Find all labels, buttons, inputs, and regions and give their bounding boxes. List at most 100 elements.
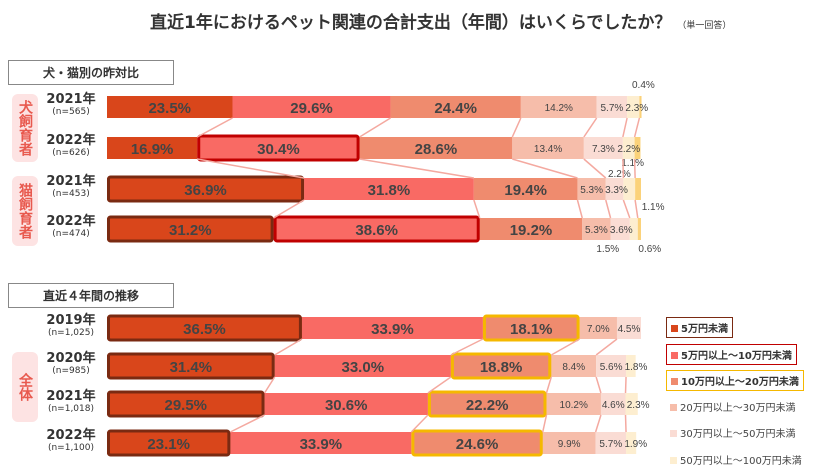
data-label: 29.5% [164, 397, 207, 414]
row-label: 2022年 (n=474) [40, 214, 102, 240]
data-label: 1.1% [642, 202, 665, 213]
bar-segment [600, 393, 626, 415]
highlight-box [273, 215, 480, 243]
connector-line [196, 117, 233, 138]
sample-size: (n=985) [52, 366, 90, 376]
legend-item: 10万円以上～20万円未満 [666, 370, 804, 391]
highlight-box [107, 429, 231, 457]
data-label: 19.2% [510, 222, 553, 239]
bar-segment [230, 432, 412, 454]
legend-swatch [670, 403, 677, 411]
bar-segment [629, 218, 638, 240]
highlight-box [450, 352, 552, 380]
data-label: 1.1% [621, 158, 644, 169]
connector-line [583, 158, 607, 179]
data-label: 18.8% [480, 359, 523, 376]
bar-segment [482, 317, 580, 339]
legend-swatch [671, 325, 678, 332]
data-label: 13.4% [534, 144, 562, 155]
data-label: 4.5% [618, 324, 641, 335]
connector-line [624, 414, 627, 433]
data-label: 7.3% [592, 144, 615, 155]
sample-size: (n=565) [52, 107, 90, 117]
legend-item: 20万円以上～30万円未満 [666, 397, 799, 416]
row-label: 2020年 (n=985) [40, 352, 102, 377]
data-label: 10.2% [560, 400, 588, 411]
bar-segment [359, 137, 513, 159]
connector-line [274, 338, 303, 356]
bar-segment [450, 355, 552, 377]
sample-size: (n=1,018) [47, 404, 95, 414]
connector-line [595, 376, 602, 394]
bar-segment [635, 178, 641, 200]
bar-segment [107, 137, 198, 159]
bar-segment [583, 137, 623, 159]
section-label-bottom: 直近４年間の推移 [8, 283, 174, 308]
highlight-box [411, 429, 543, 457]
title-text: 直近1年におけるペット関連の合計支出（年間）はいくらでしたか？ [150, 13, 672, 33]
legend-swatch [671, 378, 678, 385]
data-label: 23.5% [148, 100, 191, 117]
bar-segment [390, 96, 521, 118]
data-label: 0.6% [638, 244, 661, 255]
highlight-box [107, 314, 302, 342]
legend-label: 10万円以上～20万円未満 [681, 377, 799, 388]
data-label: 1.8% [625, 362, 648, 373]
bar-segment [577, 178, 606, 200]
data-label: 4.6% [602, 400, 625, 411]
connector-line [450, 338, 484, 356]
bar-segment [626, 432, 637, 454]
data-label: 1.9% [624, 439, 647, 450]
bar-segment [107, 178, 305, 200]
connector-line [545, 376, 553, 394]
connector-line [622, 158, 625, 179]
data-label: 33.9% [371, 321, 414, 338]
bar-segment [107, 432, 231, 454]
bar-segment [596, 355, 627, 377]
bar-segment [274, 355, 451, 377]
sample-size: (n=453) [52, 189, 90, 199]
highlight-box [482, 314, 580, 342]
bar-segment [616, 317, 641, 339]
data-label: 5.3% [580, 185, 603, 196]
highlight-box [197, 134, 360, 162]
bar-segment [622, 137, 635, 159]
legend-item: 5万円未満 [666, 317, 733, 338]
bar-segment [232, 96, 391, 118]
connector-line [263, 376, 276, 394]
highlight-box [107, 215, 274, 243]
data-label: 8.4% [562, 362, 585, 373]
bar-segment [107, 96, 233, 118]
connector-line [427, 376, 452, 394]
connector-line [550, 338, 580, 356]
year-label: 2022年 [46, 214, 96, 229]
connector-line [633, 117, 641, 138]
connector-line [359, 117, 391, 138]
connector-line [634, 199, 639, 219]
legend-item: 5万円以上～10万円未満 [666, 343, 797, 365]
data-label: 28.6% [415, 141, 458, 158]
legend-swatch [671, 351, 678, 359]
legend-swatch [670, 430, 677, 437]
row-label: 2021年 (n=453) [40, 175, 102, 200]
year-label: 2021年 [46, 389, 96, 404]
group-label-dog: 犬飼育者 [12, 94, 38, 162]
bar-segment [627, 96, 640, 118]
data-label: 0.4% [632, 80, 655, 91]
legend-label: 20万円以上～30万円未満 [680, 402, 796, 414]
data-label: 2.2% [608, 169, 631, 180]
bar-segment [520, 96, 597, 118]
connector-line [594, 414, 602, 433]
row-label: 2019年 (n=1,025) [40, 314, 102, 339]
sample-size: (n=1,025) [47, 328, 95, 338]
row-label: 2021年 (n=1,018) [40, 389, 102, 415]
year-label: 2022年 [46, 133, 96, 148]
data-label: 9.9% [558, 439, 581, 450]
data-label: 18.1% [510, 321, 553, 338]
connector-line [624, 376, 627, 394]
connector-line [595, 338, 618, 356]
data-label: 14.2% [545, 103, 573, 114]
data-label: 36.5% [183, 321, 226, 338]
connector-line [542, 414, 548, 433]
